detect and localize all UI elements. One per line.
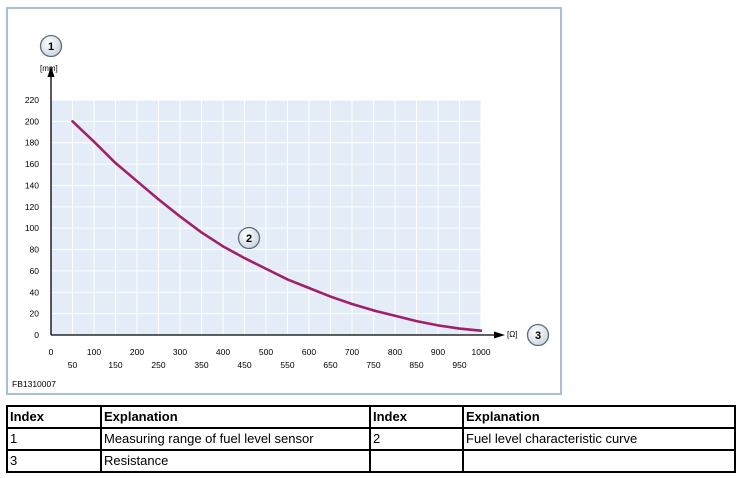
y-tick-label: 180: [25, 138, 39, 148]
figure-id: FB1310007: [12, 379, 56, 389]
table-cell: Measuring range of fuel level sensor: [100, 427, 371, 451]
table-cell: Resistance: [100, 449, 371, 473]
y-tick-label: 160: [25, 159, 39, 169]
header-index-1: Index: [6, 405, 102, 429]
y-tick-label: 0: [34, 330, 39, 340]
x-axis-arrow: [494, 331, 505, 339]
x-tick-label: 0: [49, 347, 54, 357]
header-explanation-2: Explanation: [462, 405, 736, 429]
y-axis-arrow: [47, 66, 55, 77]
y-tick-label: 220: [25, 95, 39, 105]
callout-number: 1: [48, 41, 54, 53]
x-tick-label: 900: [431, 347, 445, 357]
x-tick-label: 150: [108, 360, 122, 370]
callout-circle: [39, 34, 63, 58]
y-tick-label: 140: [25, 180, 39, 190]
y-tick-label: 100: [25, 223, 39, 233]
x-tick-label: 650: [323, 360, 337, 370]
x-tick-label: 950: [452, 360, 466, 370]
callout-2: 2: [237, 226, 261, 250]
grid: [51, 99, 482, 335]
callout-3: 3: [526, 323, 550, 347]
chart-figure: 0 20 40 60 80 100 120 140 160 180 200 220 0 100 200 300…: [6, 7, 562, 395]
x-tick-label: 250: [151, 360, 165, 370]
y-tick-label: 80: [30, 245, 40, 255]
x-tick-label: 500: [259, 347, 273, 357]
table-cell: Fuel level characteristic curve: [462, 427, 736, 451]
y-tick-label: 20: [30, 309, 40, 319]
callout-number: 2: [246, 233, 252, 245]
callout-number: 3: [535, 330, 541, 342]
y-tick-label: 200: [25, 116, 39, 126]
x-tick-label: 800: [388, 347, 402, 357]
table-cell: 2: [369, 427, 464, 451]
table-cell: [369, 449, 464, 473]
x-tick-label: 350: [194, 360, 208, 370]
table-row: 1 Measuring range of fuel level sensor 2…: [6, 427, 736, 451]
x-tick-label: 200: [130, 347, 144, 357]
y-tick-label: 60: [30, 266, 40, 276]
x-tick-label: 700: [345, 347, 359, 357]
x-tick-label: 50: [68, 360, 78, 370]
table-row: 3 Resistance: [6, 449, 736, 473]
table-cell: [462, 449, 736, 473]
table-header-row: Index Explanation Index Explanation: [6, 405, 736, 429]
y-tick-label: 40: [30, 287, 40, 297]
x-tick-label: 400: [216, 347, 230, 357]
x-tick-label: 100: [87, 347, 101, 357]
fuel-level-curve: [71, 120, 483, 333]
x-tick-label: 750: [366, 360, 380, 370]
callout-circle: [237, 226, 261, 250]
fuel-level-chart: 0 20 40 60 80 100 120 140 160 180 200 220 0 100 200 300…: [12, 34, 550, 389]
table-cell: 1: [6, 427, 102, 451]
callouts: 1 2 3: [39, 34, 550, 347]
header-explanation-1: Explanation: [100, 405, 371, 429]
legend-table: Index Explanation Index Explanation 1 Me…: [6, 405, 736, 473]
y-axis-unit: [mm]: [40, 64, 58, 73]
axes: [47, 66, 505, 339]
tick-labels: 0 20 40 60 80 100 120 140 160 180 200 220 0 100 200 300…: [25, 95, 491, 370]
series-layer: [71, 120, 483, 333]
x-axis-unit: [Ω]: [507, 330, 517, 339]
callout-circle: [526, 323, 550, 347]
y-tick-label: 120: [25, 202, 39, 212]
x-tick-label: 550: [280, 360, 294, 370]
x-tick-label: 300: [173, 347, 187, 357]
callout-1: 1: [39, 34, 63, 58]
x-tick-label: 450: [237, 360, 251, 370]
x-tick-label: 600: [302, 347, 316, 357]
table-cell: 3: [6, 449, 102, 473]
x-tick-label: 850: [409, 360, 423, 370]
x-tick-label: 1000: [472, 347, 491, 357]
header-index-2: Index: [369, 405, 464, 429]
